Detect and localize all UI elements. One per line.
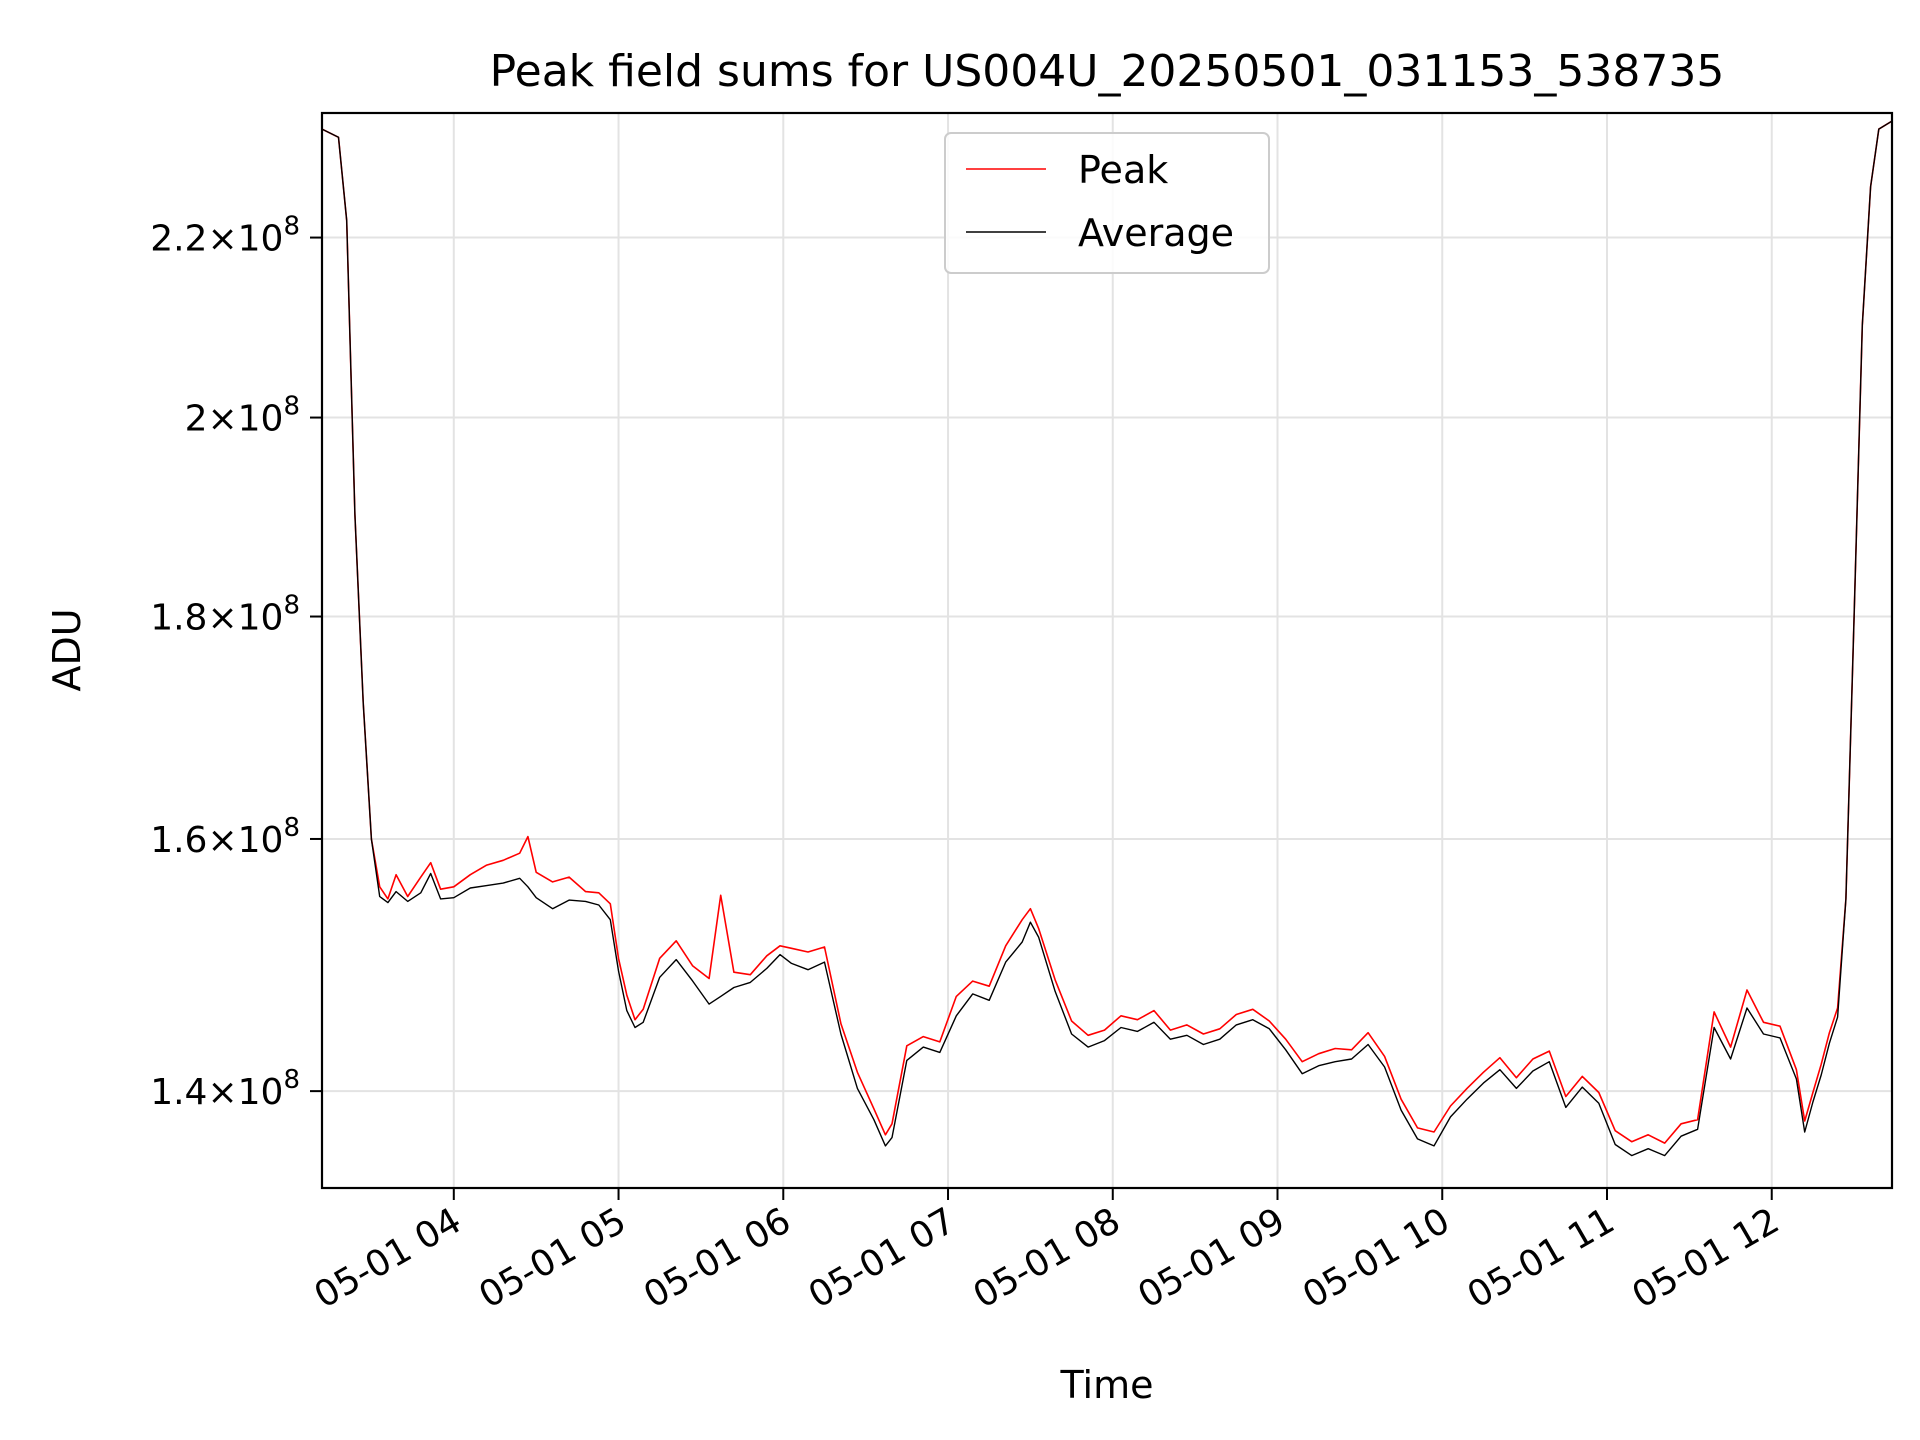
y-tick-label: 1.4×108 [150, 1065, 300, 1113]
plot-series [322, 120, 1892, 1157]
y-tick-label: 1.8×108 [150, 591, 300, 639]
plot-frame [320, 111, 1894, 1190]
legend-label-peak: Peak [1078, 148, 1168, 192]
y-tick-label: 2×108 [185, 392, 300, 440]
series-line-average [322, 120, 1892, 1157]
legend-label-average: Average [1078, 211, 1234, 255]
y-axis: 1.4×108 1.6×108 1.8×108 2×108 2.2×108 [150, 212, 322, 1113]
x-axis-label: Time [1060, 1363, 1154, 1407]
legend-box [944, 132, 1270, 274]
y-tick-label: 2.2×108 [150, 212, 300, 260]
y-tick-label: 1.6×108 [150, 813, 300, 861]
series-line-peak [322, 120, 1892, 1144]
chart-title: Peak field sums for US004U_20250501_0311… [490, 46, 1725, 97]
y-axis-label: ADU [45, 608, 89, 691]
legend: Peak Average [944, 132, 1270, 274]
